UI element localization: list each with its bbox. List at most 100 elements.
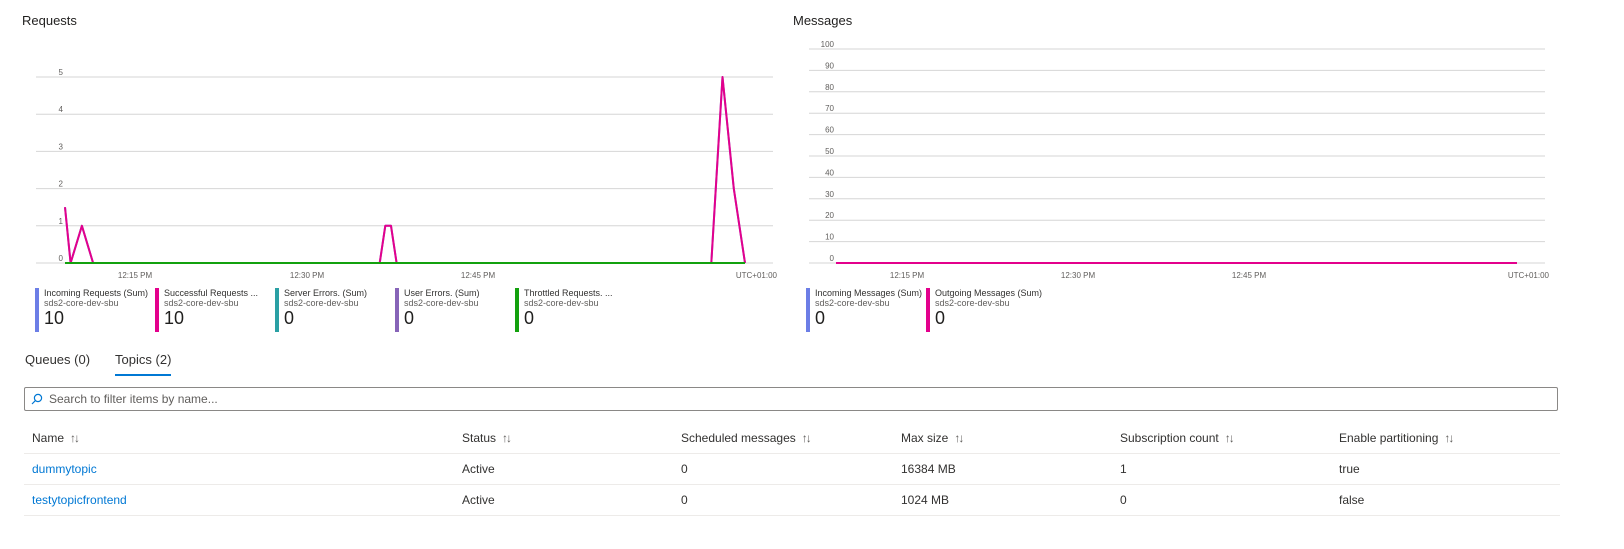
x-tick-label: 12:30 PM [1061,271,1096,280]
legend-item[interactable]: Outgoing Messages (Sum) sds2-core-dev-sbu… [926,288,1046,332]
legend-item[interactable]: Server Errors. (Sum) sds2-core-dev-sbu 0 [275,288,395,332]
x-tick-label: 12:45 PM [1232,271,1267,280]
legend-series-name: Incoming Requests (Sum) [44,288,149,298]
x-tick-label: 12:45 PM [461,271,496,280]
legend-series-name: Successful Requests ... [164,288,259,298]
subscription-count-cell: 1 [1112,453,1331,485]
column-header-scheduled-messages[interactable]: Scheduled messages ↑↓ [673,422,893,454]
y-tick-label: 90 [825,61,834,70]
messages-chart-title: Messages [793,13,853,28]
y-tick-label: 5 [59,68,64,77]
scheduled-messages-cell: 0 [673,453,893,485]
legend-series-name: Incoming Messages (Sum) [815,288,923,298]
y-tick-label: 0 [830,254,835,263]
tab-queues[interactable]: Queues (0) [25,352,91,367]
timezone-label: UTC+01:00 [1508,271,1550,280]
y-tick-label: 0 [59,254,64,263]
column-header-subscription-count[interactable]: Subscription count ↑↓ [1112,422,1331,454]
search-icon [31,393,43,405]
status-cell: Active [454,453,673,485]
legend-series-name: Outgoing Messages (Sum) [935,288,1043,298]
legend-value: 0 [404,308,415,328]
legend-resource-name: sds2-core-dev-sbu [284,298,359,308]
y-tick-label: 4 [59,105,64,114]
entity-tabs: Queues (0) Topics (2) [25,352,172,376]
max-size-cell: 1024 MB [893,484,1112,516]
legend-resource-name: sds2-core-dev-sbu [404,298,479,308]
y-tick-label: 50 [825,147,834,156]
y-tick-label: 60 [825,126,834,135]
x-tick-label: 12:15 PM [890,271,925,280]
series-line-2 [64,76,746,264]
legend-color-bar [926,288,930,332]
y-tick-label: 3 [59,142,64,151]
requests-chart-title: Requests [22,13,77,28]
legend-resource-name: sds2-core-dev-sbu [524,298,599,308]
legend-color-bar [395,288,399,332]
topic-name-link[interactable]: dummytopic [24,453,454,485]
column-header-name[interactable]: Name ↑↓ [24,422,454,454]
legend-item[interactable]: Incoming Messages (Sum) sds2-core-dev-sbu… [806,288,926,332]
legend-series-name: Server Errors. (Sum) [284,288,368,298]
scheduled-messages-cell: 0 [673,484,893,516]
requests-legend: Incoming Requests (Sum) sds2-core-dev-sbu… [35,288,635,332]
y-tick-label: 2 [59,180,64,189]
messages-chart: 0 10 20 30 40 50 60 70 80 90 100 12:15 PM 12:30 PM 12… [809,40,1550,280]
y-tick-label: 10 [825,233,834,242]
table-row[interactable]: dummytopic Active 0 16384 MB 1 true [24,453,1560,485]
y-tick-label: 70 [825,104,834,113]
sort-icon[interactable]: ↑↓ [1224,430,1235,445]
y-tick-label: 1 [59,217,64,226]
topic-name-link[interactable]: testytopicfrontend [24,484,454,516]
table-header-row: Name ↑↓ Status ↑↓ Scheduled messages ↑↓ Max… [24,422,1560,454]
column-header-enable-partitioning[interactable]: Enable partitioning ↑↓ [1331,422,1560,454]
legend-value: 10 [164,308,185,328]
sort-icon[interactable]: ↑↓ [502,430,512,445]
y-tick-label: 80 [825,83,834,92]
sort-icon[interactable]: ↑↓ [801,430,812,445]
legend-item[interactable]: Incoming Requests (Sum) sds2-core-dev-sbu… [35,288,155,332]
legend-value: 0 [284,308,295,328]
search-box [24,387,1558,411]
legend-value: 0 [815,308,826,328]
column-header-max-size[interactable]: Max size ↑↓ [893,422,1112,454]
sort-icon[interactable]: ↑↓ [70,430,80,445]
tab-topics[interactable]: Topics (2) [115,352,172,376]
legend-color-bar [155,288,159,332]
legend-series-name: Throttled Requests. ... [524,288,613,298]
legend-color-bar [515,288,519,332]
legend-resource-name: sds2-core-dev-sbu [935,298,1010,308]
y-tick-label: 30 [825,190,834,199]
max-size-cell: 16384 MB [893,453,1112,485]
enable-partitioning-cell: false [1331,484,1560,516]
requests-chart: 0 1 2 3 4 5 12:15 PM 12:30 PM 12:45 PM UTC+01:00 [36,68,778,280]
legend-resource-name: sds2-core-dev-sbu [164,298,239,308]
legend-resource-name: sds2-core-dev-sbu [815,298,890,308]
x-tick-label: 12:30 PM [290,271,325,280]
topics-table: Name ↑↓ Status ↑↓ Scheduled messages ↑↓ Max… [24,422,1560,516]
series-line-1 [64,76,746,264]
y-tick-label: 20 [825,211,834,220]
legend-item[interactable]: Throttled Requests. ... sds2-core-dev-sbu… [515,288,635,332]
column-header-status[interactable]: Status ↑↓ [454,422,673,454]
search-input[interactable] [47,391,1451,407]
legend-color-bar [35,288,39,332]
legend-color-bar [275,288,279,332]
subscription-count-cell: 0 [1112,484,1331,516]
legend-value: 10 [44,308,65,328]
sort-icon[interactable]: ↑↓ [954,430,964,445]
status-cell: Active [454,484,673,516]
legend-item[interactable]: Successful Requests ... sds2-core-dev-sbu… [155,288,275,332]
table-row[interactable]: testytopicfrontend Active 0 1024 MB 0 fa… [24,484,1560,516]
legend-value: 0 [935,308,946,328]
legend-resource-name: sds2-core-dev-sbu [44,298,119,308]
x-tick-label: 12:15 PM [118,271,153,280]
legend-item[interactable]: User Errors. (Sum) sds2-core-dev-sbu 0 [395,288,515,332]
enable-partitioning-cell: true [1331,453,1560,485]
legend-value: 0 [524,308,535,328]
legend-color-bar [806,288,810,332]
legend-series-name: User Errors. (Sum) [404,288,480,298]
sort-icon[interactable]: ↑↓ [1444,430,1454,445]
y-tick-label: 40 [825,168,834,177]
messages-legend: Incoming Messages (Sum) sds2-core-dev-sbu… [806,288,1046,332]
